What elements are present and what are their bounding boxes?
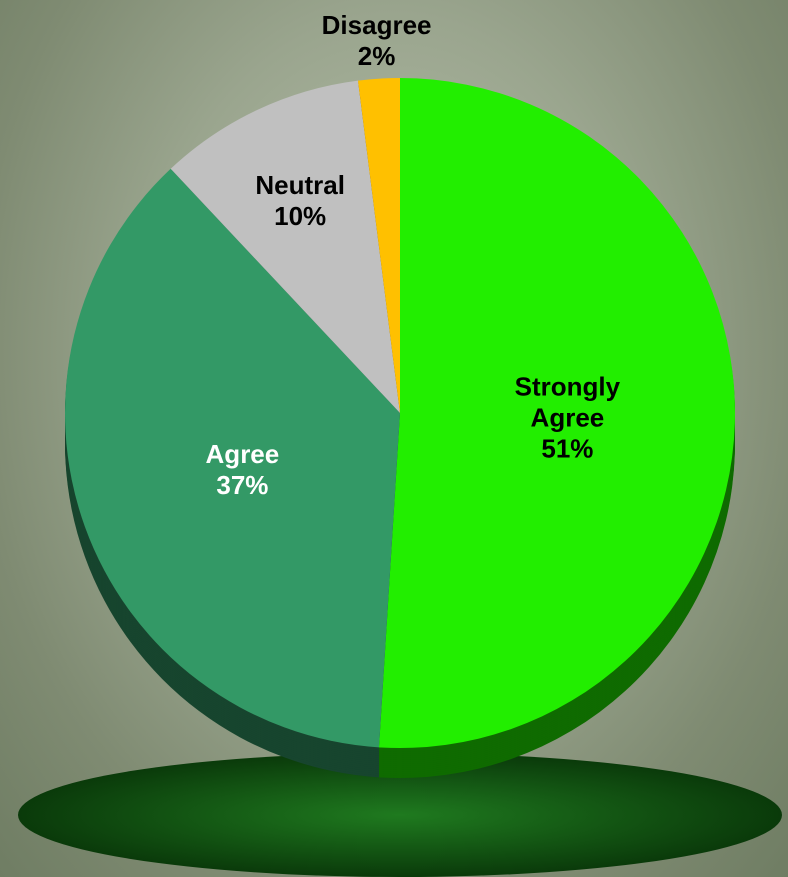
category-label: Strongly Agree: [514, 371, 621, 433]
value-label: 2%: [357, 40, 396, 71]
category-label: Neutral: [255, 169, 345, 200]
slice: [378, 78, 736, 749]
pedestal: [18, 753, 782, 877]
slice: [170, 80, 400, 414]
data-label: Neutral 10%: [215, 170, 385, 232]
value-label: 10%: [274, 200, 327, 231]
data-label: Agree 37%: [157, 439, 327, 501]
value-label: 37%: [216, 469, 269, 500]
category-label: Agree: [205, 438, 280, 469]
data-label: Strongly Agree 51%: [492, 372, 642, 465]
slice: [65, 168, 400, 748]
value-label: 51%: [541, 433, 594, 464]
slice: [358, 78, 400, 413]
data-label: Disagree 2%: [292, 10, 462, 72]
category-label: Disagree: [321, 9, 432, 40]
